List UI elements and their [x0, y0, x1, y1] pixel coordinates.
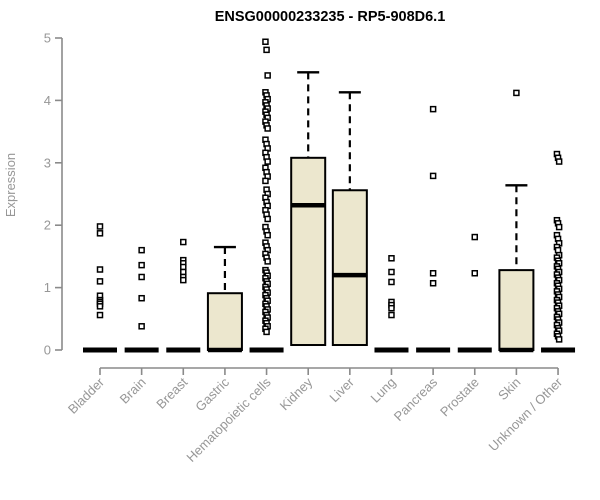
box-group-lung [374, 255, 409, 353]
outlier-point [429, 279, 437, 287]
outlier-point [388, 255, 395, 262]
outlier-point [138, 273, 145, 281]
y-tick-label: 2 [44, 218, 51, 233]
zero-box [249, 347, 284, 353]
chart-title: ENSG00000233235 - RP5-908D6.1 [215, 9, 446, 25]
outlier-point [264, 231, 271, 239]
x-category-label-lung: Lung [368, 375, 399, 406]
y-tick-label: 5 [44, 31, 51, 46]
outlier-point [96, 303, 104, 310]
x-category-label-pancreas: Pancreas [391, 374, 441, 424]
y-axis-title: Expression [3, 153, 18, 217]
outlier-point [471, 233, 479, 241]
zero-box [457, 347, 492, 353]
y-tick-label: 1 [44, 280, 51, 295]
box-group-pancreas [416, 105, 451, 353]
x-category-label-bladder: Bladder [65, 374, 108, 417]
outlier-point [388, 278, 395, 286]
outlier-point [96, 266, 104, 273]
box-group-unknown-other [541, 150, 576, 353]
outlier-point [388, 311, 395, 319]
x-category-label-prostate: Prostate [437, 375, 482, 420]
iqr-box [498, 269, 535, 351]
outlier-point [138, 261, 145, 269]
outlier-point [264, 215, 271, 223]
x-category-label-breast: Breast [153, 374, 190, 411]
box-group-bladder [83, 223, 117, 353]
outlier-point [555, 158, 563, 165]
box-group-prostate [457, 233, 492, 353]
x-category-label-liver: Liver [326, 374, 357, 405]
outlier-point [264, 158, 271, 165]
zero-box [166, 347, 201, 353]
box-group-brain [124, 246, 159, 353]
zero-box [124, 347, 159, 353]
outlier-point [388, 268, 395, 276]
outlier-point [180, 238, 187, 246]
outlier-point [429, 269, 437, 277]
outlier-point [555, 336, 563, 343]
y-tick-label: 4 [44, 93, 51, 108]
outlier-point [262, 177, 269, 185]
outlier-point [264, 258, 271, 265]
outlier-point [264, 125, 271, 132]
outlier-point [429, 105, 437, 113]
zero-box [541, 347, 576, 353]
iqr-box [331, 189, 368, 347]
box-group-kidney [290, 71, 327, 347]
outlier-point [263, 328, 270, 336]
outlier-point [138, 246, 145, 254]
outlier-point [513, 89, 520, 97]
outlier-point [96, 230, 104, 237]
outlier-point [429, 172, 437, 180]
x-category-label-brain: Brain [117, 375, 149, 407]
x-category-label-gastric: Gastric [192, 374, 232, 414]
outlier-point [180, 276, 187, 284]
box-group-gastric [206, 245, 243, 353]
outlier-point [138, 323, 145, 330]
y-tick-label: 0 [44, 343, 51, 358]
box-group-breast [166, 238, 201, 353]
outlier-point [96, 278, 104, 285]
iqr-box [206, 292, 243, 352]
x-category-label-skin: Skin [495, 375, 523, 403]
zero-box [416, 347, 451, 353]
box-group-skin [498, 89, 535, 353]
box-group-hematopoietic-cells [249, 38, 284, 353]
outlier-point [264, 72, 271, 79]
outlier-point [555, 223, 563, 231]
iqr-box [290, 156, 327, 347]
outlier-point [96, 311, 104, 319]
outlier-point [388, 304, 395, 312]
box-group-liver [331, 91, 368, 347]
outlier-point [262, 38, 269, 45]
y-tick-label: 3 [44, 155, 51, 170]
outlier-point [138, 294, 145, 302]
outlier-point [471, 269, 479, 277]
x-category-label-unknown-other: Unknown / Other [486, 374, 566, 454]
zero-box [83, 347, 117, 353]
zero-box [374, 347, 409, 353]
x-category-label-kidney: Kidney [277, 374, 316, 413]
outlier-point [263, 46, 270, 54]
outlier-point [96, 223, 104, 230]
